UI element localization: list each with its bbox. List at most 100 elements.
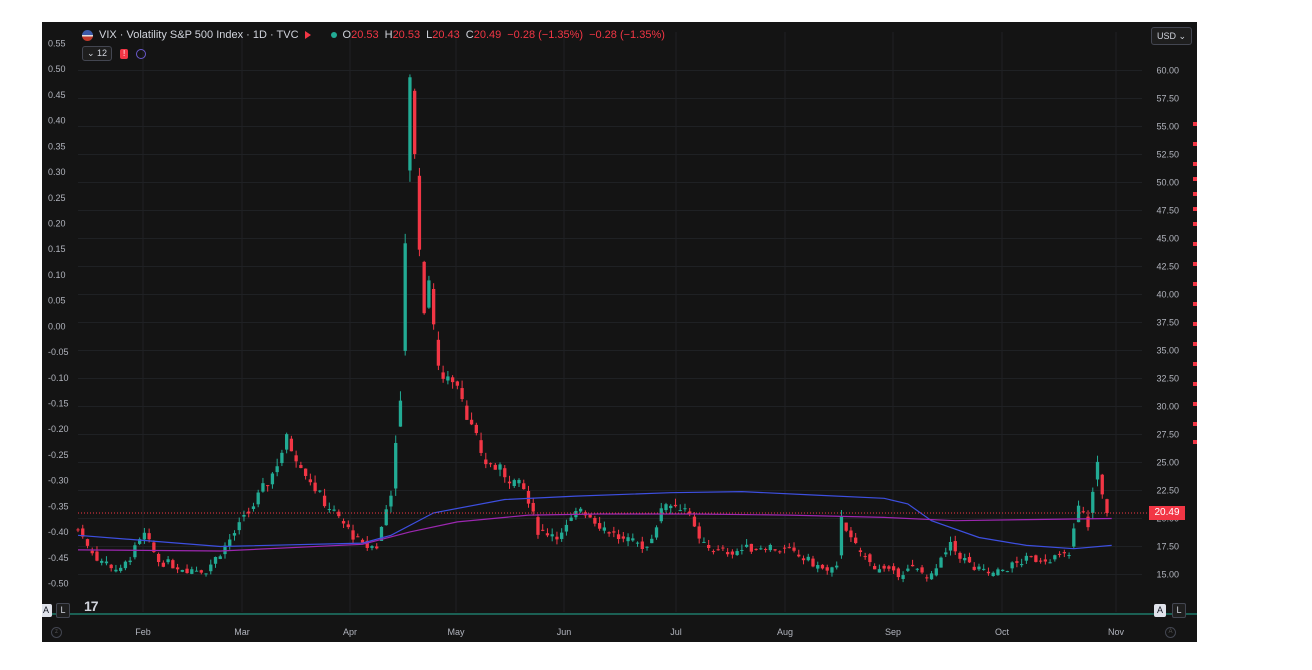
candle-body (792, 547, 796, 551)
candle (669, 504, 673, 514)
candle-body (654, 527, 659, 538)
left-axis: 0.55 0.50 0.45 0.40 0.35 0.30 0.25 0.20 0.15 0.10… (48, 39, 69, 589)
right-tick-label: 42.50 (1156, 262, 1179, 272)
candle (773, 549, 777, 552)
candle-body (858, 550, 863, 553)
left-tick-label: -0.50 (48, 579, 69, 589)
candle (341, 518, 346, 529)
indicators-toggle[interactable]: ⌄ 12 (82, 46, 113, 61)
candle-body (863, 556, 867, 558)
candle (626, 533, 630, 547)
right-tick-label: 52.50 (1156, 150, 1179, 160)
candle (81, 524, 85, 539)
candle (1038, 557, 1043, 564)
candle-body (171, 560, 175, 569)
candle-body (398, 400, 403, 427)
auto-scale-right-button[interactable]: A (1154, 604, 1166, 617)
candle (953, 535, 957, 555)
candle-body (474, 424, 478, 434)
symbol-title[interactable]: VIX · Volatility S&P 500 Index · 1D · TV… (99, 29, 299, 41)
auto-scale-left-button[interactable]: A (42, 604, 52, 617)
left-tick-label: 0.55 (48, 39, 66, 49)
candle-body (1010, 562, 1014, 569)
candle (488, 462, 493, 468)
chart-panel[interactable]: 0.55 0.50 0.45 0.40 0.35 0.30 0.25 0.20 0.15 0.10… (42, 22, 1197, 642)
candle (76, 527, 80, 533)
right-tick-label: 37.50 (1156, 318, 1179, 328)
alert-icon[interactable]: ! (120, 48, 129, 59)
candle (654, 525, 659, 540)
candle (844, 522, 848, 533)
candle-body (782, 547, 787, 549)
candle-body (972, 566, 976, 570)
candle-body (578, 508, 583, 512)
edge-marker (1193, 342, 1197, 346)
candle-body (270, 473, 275, 485)
log-scale-left-button[interactable]: L (56, 603, 70, 618)
candle-body (289, 438, 294, 452)
candle (849, 527, 853, 543)
candle (1095, 455, 1100, 487)
candle (204, 573, 208, 577)
candle (944, 547, 948, 558)
left-tick-label: -0.45 (48, 553, 69, 563)
candle-body (967, 556, 972, 563)
candle-body (721, 547, 725, 549)
edge-marker (1193, 282, 1197, 286)
candle-body (1072, 528, 1076, 547)
candle-body (128, 560, 132, 563)
candle-body (1100, 474, 1104, 495)
candle (550, 528, 554, 542)
settings-icon-right[interactable]: A (1165, 627, 1176, 638)
candle-body (725, 552, 730, 555)
candle (920, 564, 924, 575)
candle-body (147, 533, 151, 540)
candle (493, 462, 497, 470)
indicator-controls: ⌄ 12 ! (82, 46, 147, 61)
price-chart[interactable]: 0.55 0.50 0.45 0.40 0.35 0.30 0.25 0.20 0.15 0.10… (42, 22, 1197, 642)
candle-body (669, 505, 673, 509)
candle (465, 400, 469, 421)
candle (730, 549, 735, 559)
candle-body (488, 463, 493, 465)
right-tick-label: 27.50 (1156, 430, 1179, 440)
candle (156, 552, 161, 567)
candle (1062, 549, 1066, 558)
log-scale-right-button[interactable]: L (1172, 603, 1186, 618)
candle-body (218, 556, 222, 559)
left-tick-label: 0.10 (48, 270, 66, 280)
ma-long-line (77, 490, 1112, 550)
candle (607, 531, 611, 537)
candle (1005, 570, 1010, 573)
candle (925, 574, 929, 582)
tradingview-logo[interactable]: 17 (84, 598, 99, 614)
candle-body (635, 542, 640, 544)
candle (778, 550, 782, 554)
flag-icon[interactable] (304, 31, 311, 39)
candle-body (375, 546, 379, 549)
candle-body (707, 544, 711, 549)
candle-body (958, 552, 962, 559)
candle-body (104, 561, 109, 564)
candle (498, 462, 502, 477)
circle-icon[interactable] (136, 48, 147, 59)
candle-body (688, 511, 692, 514)
candle-body (740, 549, 744, 551)
candle (1100, 473, 1104, 499)
currency-select[interactable]: USD ⌄ (1151, 27, 1193, 45)
candle-body (379, 526, 384, 541)
candle (394, 435, 398, 496)
settings-icon[interactable]: z (51, 627, 62, 638)
candle (1001, 569, 1005, 572)
change-value-2: −0.28 (−1.35%) (589, 29, 665, 41)
candle (1034, 554, 1038, 563)
legend-header: VIX · Volatility S&P 500 Index · 1D · TV… (82, 27, 665, 43)
candle (1086, 510, 1090, 531)
candle (744, 539, 749, 548)
candle (763, 547, 768, 553)
candle (284, 432, 289, 454)
candle-body (531, 502, 535, 512)
candle (1072, 523, 1076, 549)
candle (384, 504, 388, 526)
candle (522, 479, 526, 490)
